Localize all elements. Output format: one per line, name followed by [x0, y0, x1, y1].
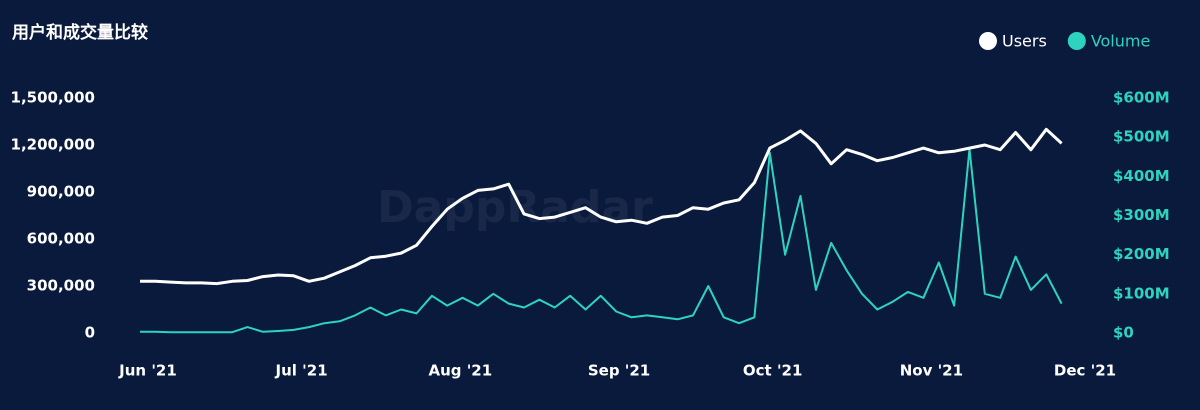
watermark: DappRadar [377, 182, 653, 233]
y2-tick-label: $500M [1113, 128, 1170, 146]
x-tick-label: Oct '21 [743, 362, 803, 380]
y-tick-label: 300,000 [27, 277, 95, 295]
y-tick-label: 1,500,000 [11, 89, 95, 107]
y2-tick-label: $400M [1113, 167, 1170, 185]
x-tick-label: Aug '21 [428, 362, 492, 380]
y-tick-label: 600,000 [27, 230, 95, 248]
legend-label: Users [1002, 32, 1047, 51]
y-tick-label: 900,000 [27, 183, 95, 201]
series-line [140, 127, 1063, 286]
x-tick-label: Nov '21 [900, 362, 963, 380]
y2-tick-label: $0 [1113, 324, 1134, 342]
y-tick-label: 1,200,000 [11, 136, 95, 154]
legend-marker [979, 32, 997, 50]
x-tick-label: Sep '21 [588, 362, 650, 380]
x-tick-label: Jun '21 [118, 362, 177, 380]
x-tick-label: Dec '21 [1054, 362, 1116, 380]
legend-marker [1067, 32, 1086, 50]
y2-tick-label: $300M [1113, 206, 1170, 224]
y2-tick-label: $200M [1113, 245, 1170, 263]
x-tick-label: Jul '21 [275, 362, 328, 380]
y-tick-label: 0 [85, 324, 95, 342]
legend-label: Volume [1091, 32, 1151, 51]
y2-tick-label: $600M [1113, 89, 1170, 107]
chart-title: 用户和成交量比较 [12, 22, 148, 43]
series-line [140, 147, 1063, 334]
y2-tick-label: $100M [1113, 284, 1170, 302]
